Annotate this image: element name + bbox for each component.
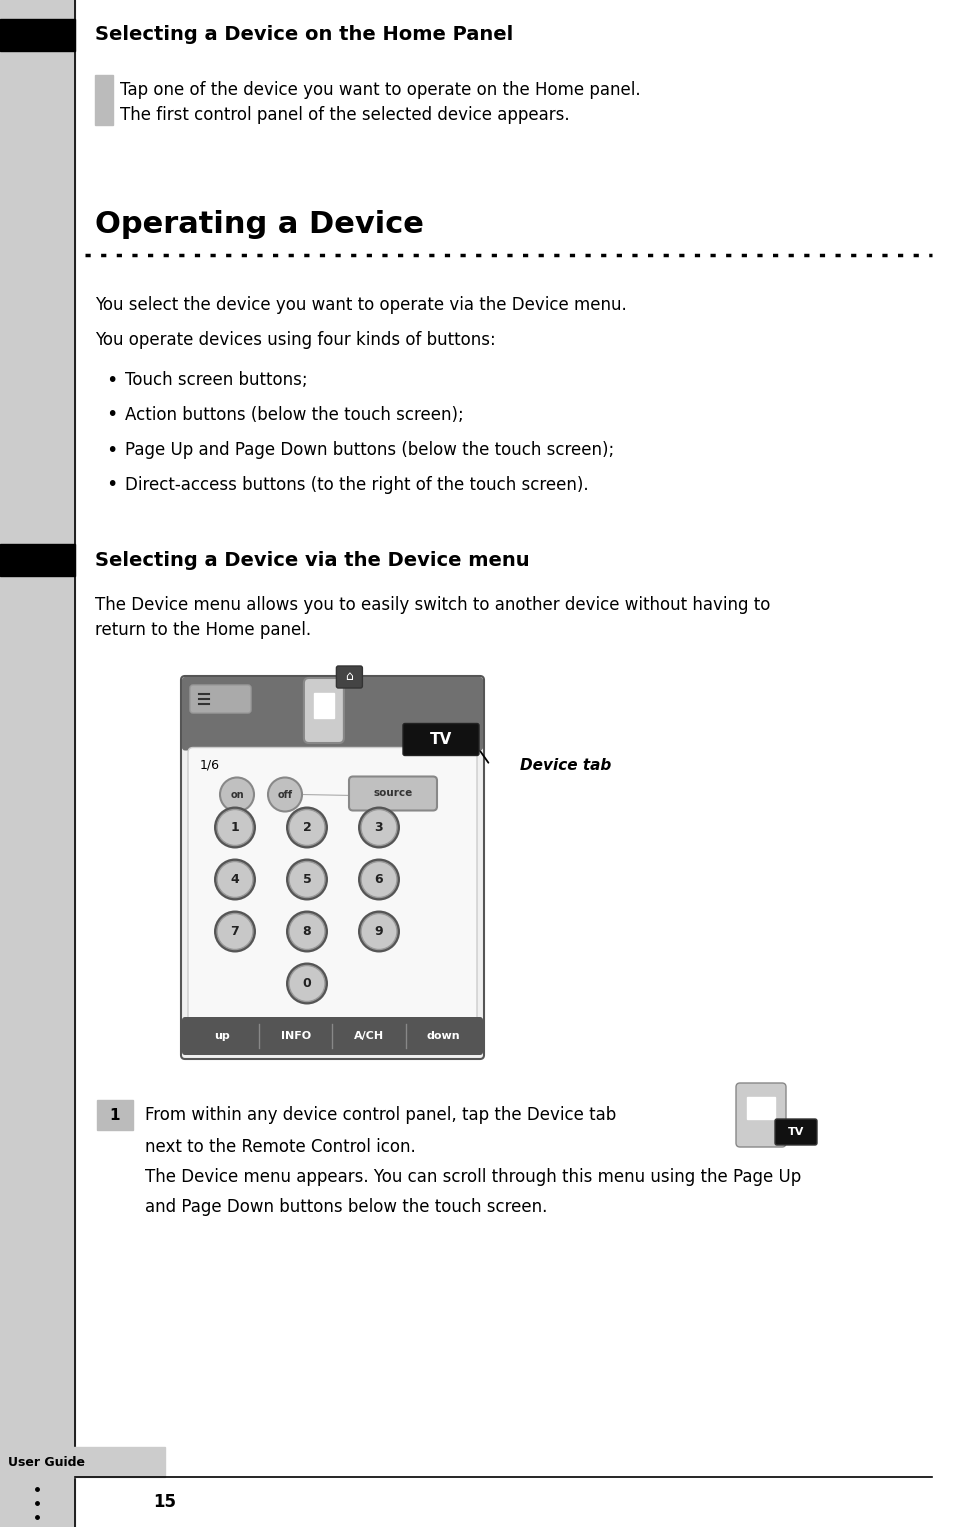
- Text: The Device menu appears. You can scroll through this menu using the Page Up: The Device menu appears. You can scroll …: [145, 1168, 801, 1186]
- Text: A/CH: A/CH: [354, 1031, 384, 1041]
- FancyBboxPatch shape: [182, 676, 482, 750]
- FancyBboxPatch shape: [336, 666, 362, 689]
- Text: 0: 0: [303, 977, 311, 989]
- Text: TV: TV: [430, 731, 452, 747]
- Circle shape: [288, 913, 325, 950]
- Text: The first control panel of the selected device appears.: The first control panel of the selected …: [120, 105, 569, 124]
- Text: 4: 4: [231, 873, 239, 886]
- Text: next to the Remote Control icon.: next to the Remote Control icon.: [145, 1138, 415, 1156]
- Circle shape: [285, 910, 328, 953]
- FancyBboxPatch shape: [182, 1017, 482, 1055]
- Text: down: down: [426, 1031, 459, 1041]
- FancyBboxPatch shape: [187, 748, 477, 1025]
- Text: Direct-access buttons (to the right of the touch screen).: Direct-access buttons (to the right of t…: [125, 476, 588, 495]
- Text: and Page Down buttons below the touch screen.: and Page Down buttons below the touch sc…: [145, 1199, 547, 1215]
- Circle shape: [357, 858, 400, 901]
- Circle shape: [357, 910, 400, 953]
- FancyBboxPatch shape: [181, 676, 483, 1060]
- Circle shape: [220, 777, 254, 811]
- FancyBboxPatch shape: [735, 1083, 785, 1147]
- Text: 8: 8: [303, 925, 311, 938]
- FancyBboxPatch shape: [403, 724, 479, 756]
- Text: TV: TV: [787, 1127, 803, 1138]
- Circle shape: [213, 858, 256, 901]
- Text: 15: 15: [154, 1493, 176, 1512]
- Text: Device tab: Device tab: [520, 757, 610, 773]
- Circle shape: [288, 861, 325, 898]
- Text: off: off: [277, 789, 292, 800]
- Text: The Device menu allows you to easily switch to another device without having to: The Device menu allows you to easily swi…: [95, 596, 770, 614]
- FancyBboxPatch shape: [190, 686, 251, 713]
- Text: 5: 5: [303, 873, 311, 886]
- Bar: [0, 18, 75, 50]
- Circle shape: [217, 861, 253, 898]
- Text: INFO: INFO: [281, 1031, 310, 1041]
- Circle shape: [360, 809, 397, 846]
- Text: 7: 7: [231, 925, 239, 938]
- Text: Selecting a Device via the Device menu: Selecting a Device via the Device menu: [95, 551, 530, 570]
- Bar: [95, 75, 112, 125]
- Circle shape: [288, 809, 325, 846]
- Text: source: source: [373, 788, 412, 799]
- Text: Action buttons (below the touch screen);: Action buttons (below the touch screen);: [125, 406, 463, 425]
- Text: •: •: [107, 406, 117, 425]
- Text: Operating a Device: Operating a Device: [95, 211, 424, 240]
- Text: return to the Home panel.: return to the Home panel.: [95, 621, 310, 638]
- FancyBboxPatch shape: [349, 777, 436, 811]
- Text: 1: 1: [231, 822, 239, 834]
- Text: up: up: [213, 1031, 230, 1041]
- Text: •: •: [107, 440, 117, 460]
- Circle shape: [360, 861, 397, 898]
- Circle shape: [213, 910, 256, 953]
- Text: Tap one of the device you want to operate on the Home panel.: Tap one of the device you want to operat…: [120, 81, 640, 99]
- Bar: [0, 544, 75, 576]
- Text: From within any device control panel, tap the Device tab: From within any device control panel, ta…: [145, 1106, 616, 1124]
- Circle shape: [357, 806, 400, 849]
- Circle shape: [288, 965, 325, 1002]
- Text: User Guide: User Guide: [8, 1455, 85, 1469]
- Text: 2: 2: [303, 822, 311, 834]
- Circle shape: [217, 913, 253, 950]
- Text: on: on: [230, 789, 243, 800]
- Text: Touch screen buttons;: Touch screen buttons;: [125, 371, 308, 389]
- Circle shape: [285, 806, 328, 849]
- Text: Selecting a Device on the Home Panel: Selecting a Device on the Home Panel: [95, 26, 513, 44]
- Text: You operate devices using four kinds of buttons:: You operate devices using four kinds of …: [95, 331, 495, 350]
- Bar: [97, 1099, 133, 1130]
- Circle shape: [285, 962, 328, 1005]
- Bar: [0, 0, 75, 1527]
- FancyBboxPatch shape: [304, 678, 343, 744]
- Text: 1/6: 1/6: [200, 759, 220, 773]
- Circle shape: [285, 858, 328, 901]
- Text: 9: 9: [374, 925, 382, 938]
- Circle shape: [213, 806, 256, 849]
- Bar: [0, 1448, 165, 1477]
- Text: You select the device you want to operate via the Device menu.: You select the device you want to operat…: [95, 296, 627, 315]
- Bar: [747, 1096, 775, 1119]
- Circle shape: [360, 913, 397, 950]
- Text: ⌂: ⌂: [345, 670, 353, 684]
- Circle shape: [268, 777, 302, 811]
- Text: Page Up and Page Down buttons (below the touch screen);: Page Up and Page Down buttons (below the…: [125, 441, 614, 460]
- Circle shape: [217, 809, 253, 846]
- Text: 6: 6: [374, 873, 382, 886]
- Bar: [313, 693, 333, 718]
- Text: •: •: [107, 475, 117, 495]
- Text: 1: 1: [110, 1107, 120, 1122]
- Text: 3: 3: [374, 822, 382, 834]
- Text: •: •: [107, 371, 117, 389]
- FancyBboxPatch shape: [775, 1119, 816, 1145]
